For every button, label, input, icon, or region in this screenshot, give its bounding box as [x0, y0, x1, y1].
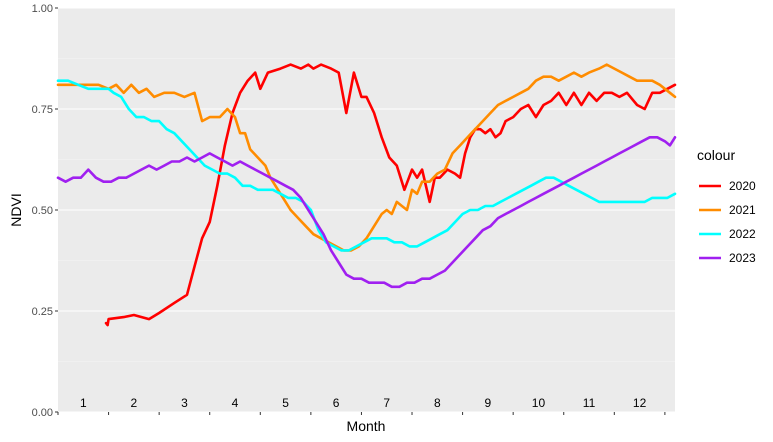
- month-label: 4: [232, 396, 239, 410]
- y-tick-label: 0.50: [32, 205, 53, 217]
- month-label: 12: [633, 396, 647, 410]
- y-tick-label: 0.75: [32, 104, 53, 116]
- legend: colour 2020 2021 2022 2023: [697, 147, 756, 265]
- y-axis: 0.00 0.25 0.50 0.75 1.00: [32, 3, 58, 419]
- month-label: 2: [131, 396, 138, 410]
- month-label: 7: [383, 396, 390, 410]
- month-label: 8: [434, 396, 441, 410]
- x-axis-title: Month: [347, 418, 386, 434]
- y-tick-label: 1.00: [32, 3, 53, 15]
- month-label: 1: [80, 396, 87, 410]
- legend-title: colour: [697, 147, 735, 163]
- month-label: 6: [333, 396, 340, 410]
- legend-label-2021: 2021: [729, 203, 756, 217]
- month-label: 9: [485, 396, 492, 410]
- series-line-2023: [56, 136, 677, 289]
- grid-lines: [58, 7, 675, 413]
- legend-label-2020: 2020: [729, 179, 756, 193]
- x-axis: [57, 412, 666, 415]
- month-label: 11: [583, 396, 596, 410]
- month-label: 10: [532, 396, 546, 410]
- legend-label-2022: 2022: [729, 227, 756, 241]
- legend-label-2023: 2023: [729, 251, 756, 265]
- month-labels: 1 2 3 4 5 6 7 8 9 10 11 12: [80, 396, 647, 410]
- y-tick-label: 0.25: [32, 306, 53, 318]
- series-layer: [56, 63, 677, 327]
- month-label: 3: [181, 396, 188, 410]
- series-line-2021: [56, 63, 677, 252]
- series-line-2022: [56, 79, 677, 252]
- y-axis-title: NDVI: [8, 193, 24, 226]
- month-label: 5: [282, 396, 289, 410]
- y-tick-label: 0.00: [32, 407, 53, 419]
